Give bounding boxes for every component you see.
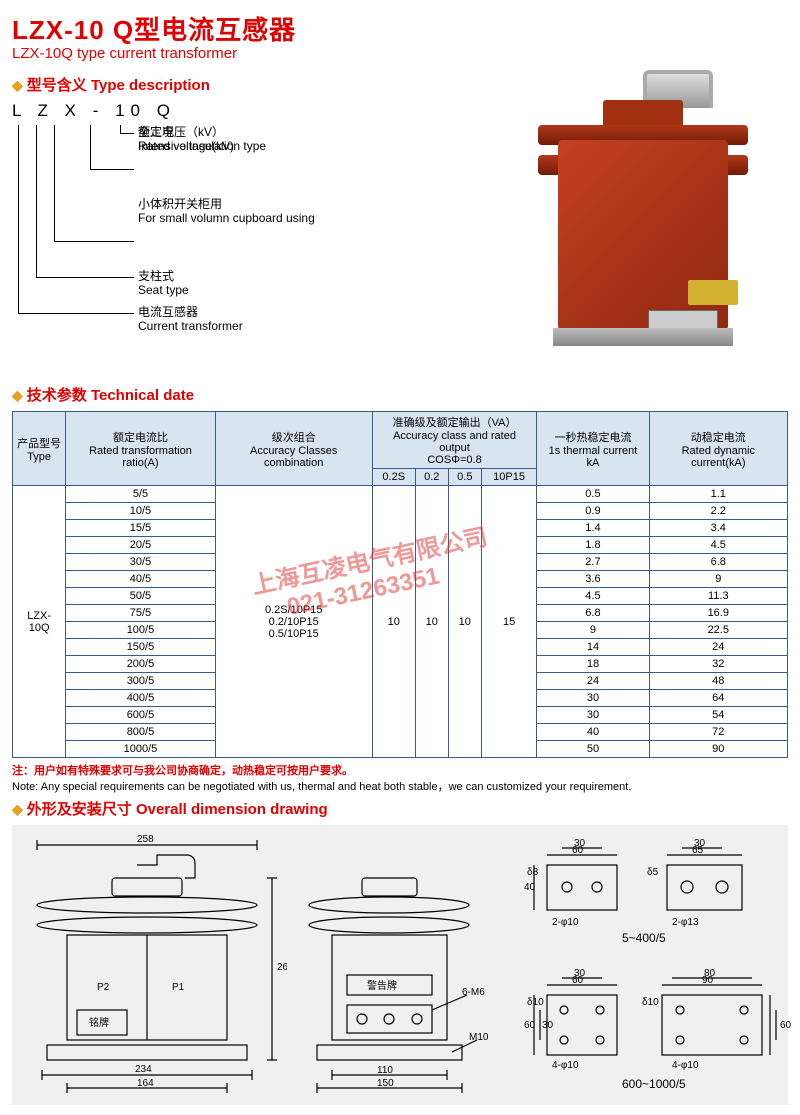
svg-text:164: 164 xyxy=(137,1078,154,1089)
svg-text:60: 60 xyxy=(524,1020,536,1031)
th-type: 产品型号Type xyxy=(13,412,66,486)
th-dynamic: 动稳定电流Rated dynamic current(kA) xyxy=(649,412,787,486)
svg-text:δ10: δ10 xyxy=(527,997,544,1008)
svg-text:600~1000/5: 600~1000/5 xyxy=(622,1077,686,1091)
th-ratio: 额定电流比Rated transformation ratio(A) xyxy=(66,412,215,486)
dimension-drawing: 258 268 164 234 P2 P1 铭牌 xyxy=(12,825,788,1105)
svg-text:2-φ13: 2-φ13 xyxy=(672,917,699,928)
model-letters: L Z X - 10 Q xyxy=(12,101,498,121)
page-title-cn: LZX-10 Q型电流互感器 xyxy=(12,10,788,47)
th-accuracy: 准确级及额定输出（VA）Accuracy class and rated out… xyxy=(372,412,537,469)
svg-text:5~400/5: 5~400/5 xyxy=(622,931,666,945)
svg-text:234: 234 xyxy=(135,1064,152,1075)
svg-text:4-φ10: 4-φ10 xyxy=(672,1060,699,1071)
type-breakdown-tree: 全工况Intensive insulation type 额定电压（kV）Rat… xyxy=(12,125,498,345)
svg-text:4-φ10: 4-φ10 xyxy=(552,1060,579,1071)
diamond-icon: ◆ xyxy=(12,801,23,817)
section-type-desc: ◆型号含义 Type description xyxy=(12,74,498,95)
svg-text:M10: M10 xyxy=(469,1032,489,1043)
svg-text:P1: P1 xyxy=(172,982,185,993)
section-dim: ◆外形及安装尺寸 Overall dimension drawing xyxy=(12,798,788,819)
product-photo xyxy=(508,70,788,380)
svg-text:δ8: δ8 xyxy=(527,867,539,878)
svg-text:P2: P2 xyxy=(97,982,110,993)
svg-text:δ10: δ10 xyxy=(642,997,659,1008)
diamond-icon: ◆ xyxy=(12,387,23,403)
svg-text:30: 30 xyxy=(574,968,586,979)
svg-text:110: 110 xyxy=(377,1065,393,1076)
svg-text:2-φ10: 2-φ10 xyxy=(552,917,579,928)
technical-table: 产品型号Type 额定电流比Rated transformation ratio… xyxy=(12,411,788,758)
svg-text:150: 150 xyxy=(377,1078,394,1089)
section-tech: ◆技术参数 Technical date xyxy=(12,384,788,405)
svg-text:30: 30 xyxy=(694,838,706,849)
svg-text:铭牌: 铭牌 xyxy=(89,1016,109,1029)
svg-text:30: 30 xyxy=(542,1020,554,1031)
svg-text:60: 60 xyxy=(780,1020,792,1031)
svg-text:警告牌: 警告牌 xyxy=(367,979,397,992)
svg-text:40: 40 xyxy=(524,882,536,893)
th-classes: 级次组合Accuracy Classes combination xyxy=(215,412,372,486)
svg-text:268: 268 xyxy=(277,962,287,973)
page-title-en: LZX-10Q type current transformer xyxy=(12,45,788,62)
svg-text:258: 258 xyxy=(137,834,154,845)
note-block: 注：用户如有特殊要求可与我公司协商确定，动热稳定可按用户要求。 Note: An… xyxy=(12,762,788,794)
diamond-icon: ◆ xyxy=(12,77,23,93)
svg-text:6-M6: 6-M6 xyxy=(462,987,485,998)
svg-text:30: 30 xyxy=(574,838,586,849)
svg-text:80: 80 xyxy=(704,968,716,979)
svg-text:δ5: δ5 xyxy=(647,867,659,878)
th-thermal: 一秒热稳定电流1s thermal current kA xyxy=(537,412,649,486)
table-row: LZX-10Q5/50.2S/10P150.2/10P150.5/10P1510… xyxy=(13,486,788,503)
